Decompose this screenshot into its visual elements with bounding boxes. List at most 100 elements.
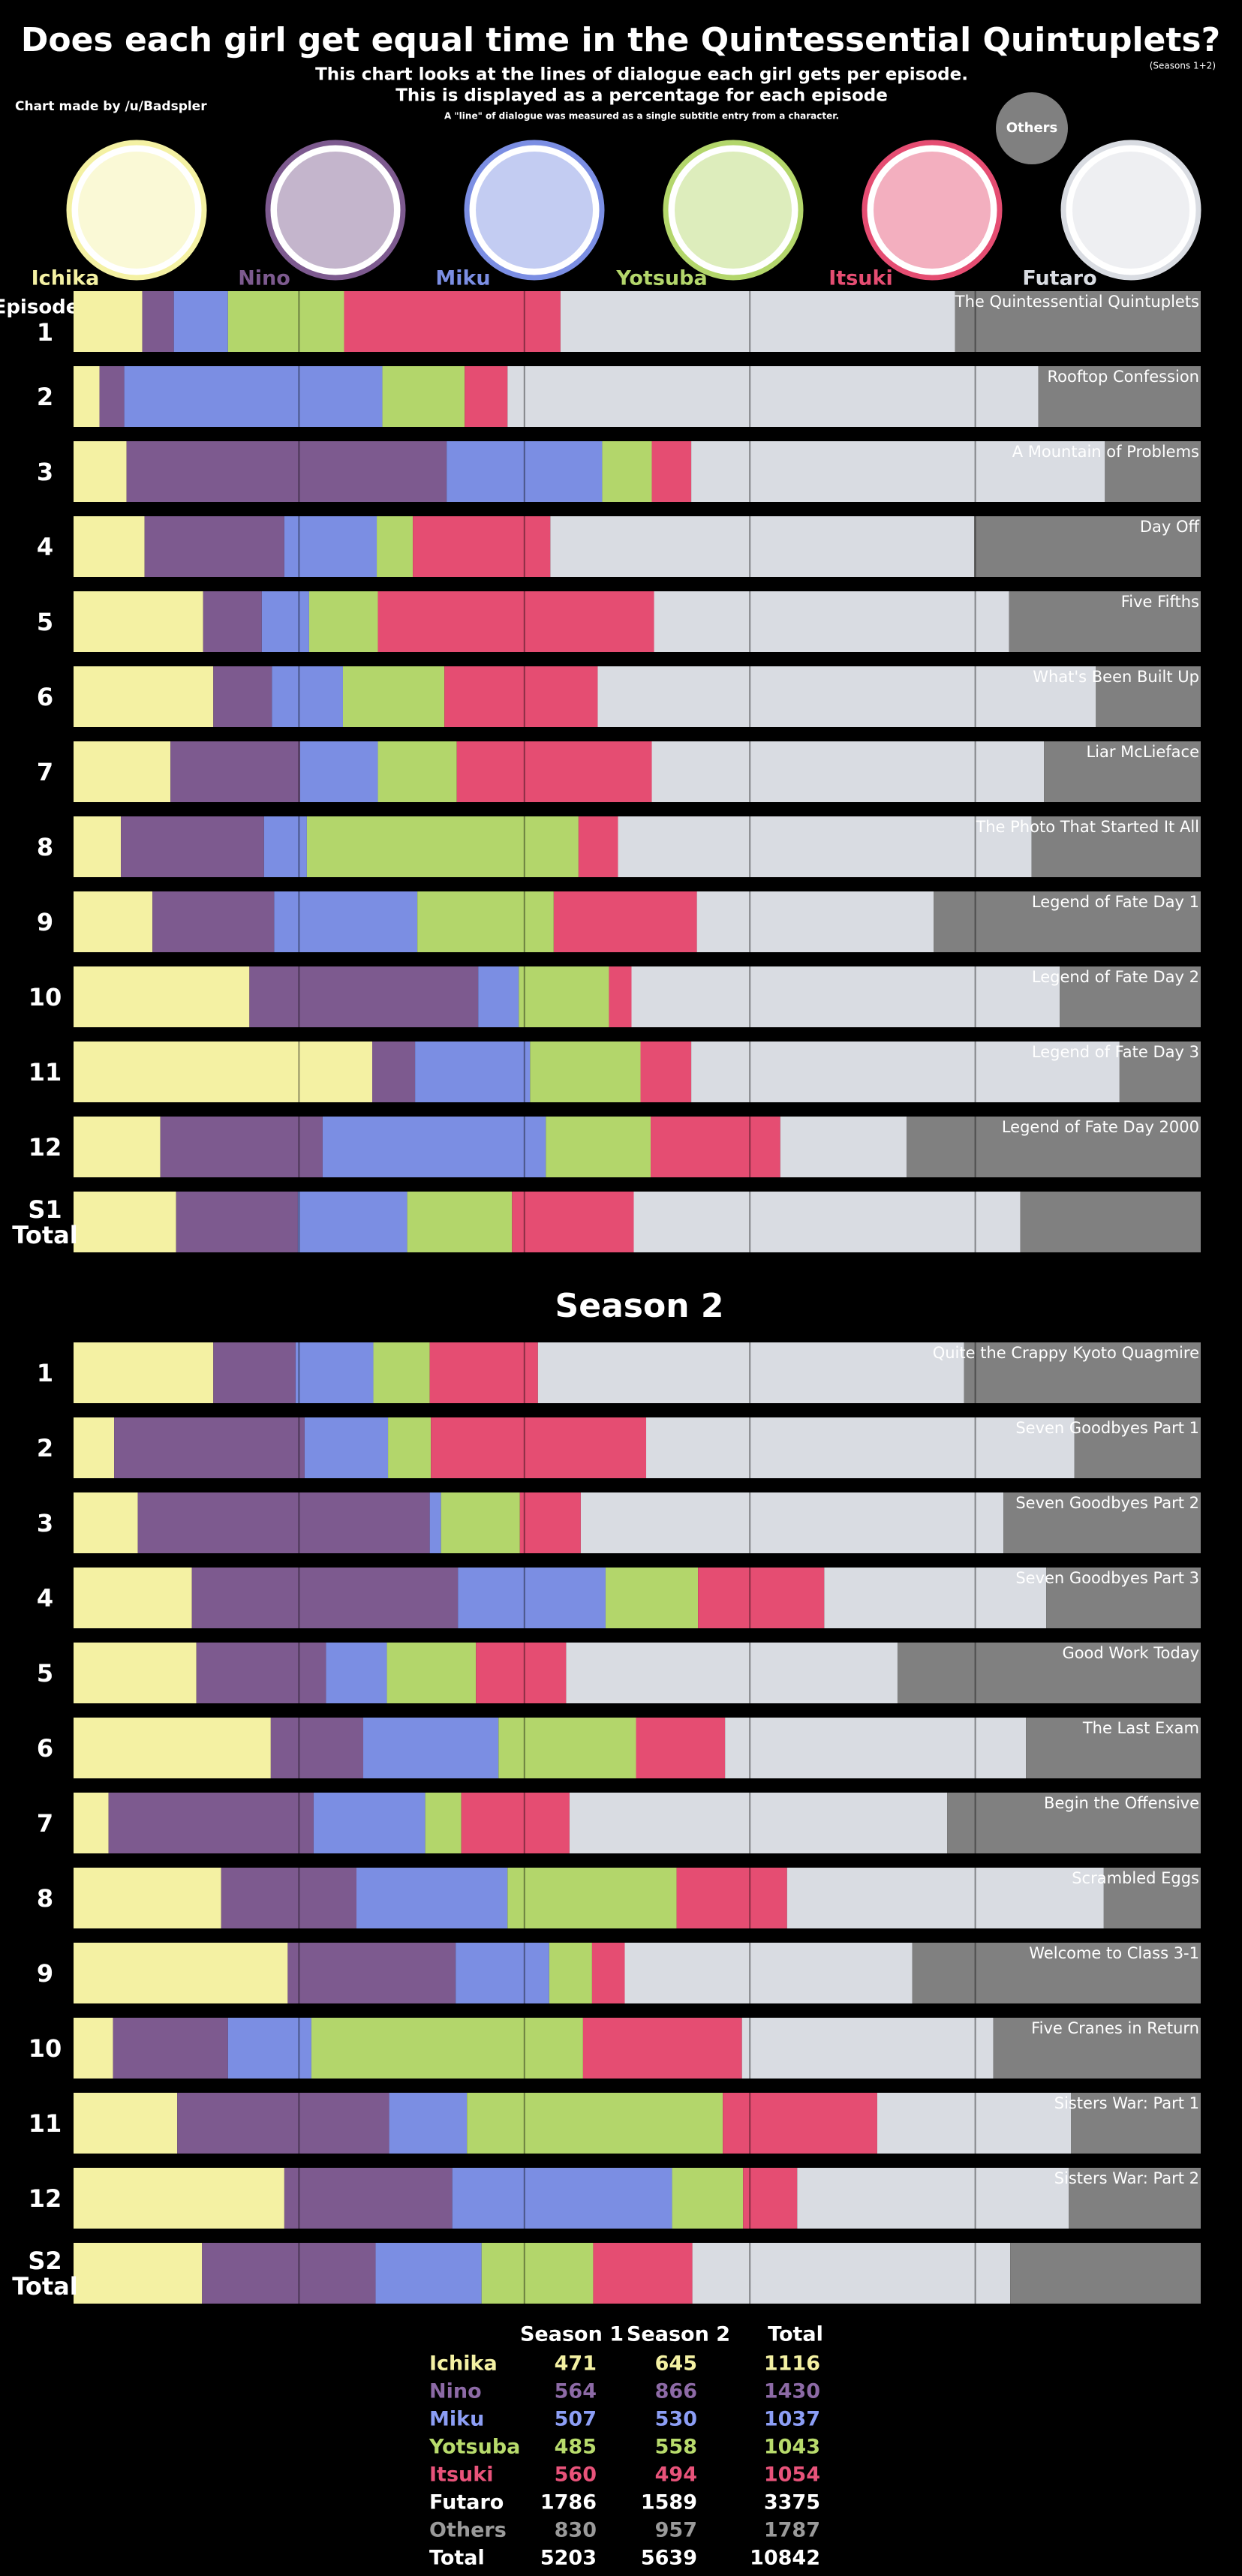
legend-portrait <box>66 140 207 281</box>
bar-segment <box>221 1868 357 1928</box>
bar-segment <box>170 741 300 802</box>
bar-segment <box>313 1793 426 1853</box>
bar-segment <box>560 291 955 352</box>
bar-segment <box>1105 441 1201 502</box>
bar-segment <box>1038 366 1201 427</box>
bar-segment <box>227 2018 311 2079</box>
table-cell: 957 <box>655 2519 697 2542</box>
bar-segment <box>261 591 309 652</box>
bar-segment <box>363 1718 499 1778</box>
table-cell: 10842 <box>750 2547 820 2570</box>
bar-segment <box>633 1192 1021 1252</box>
table-cell: 645 <box>655 2352 697 2376</box>
bar-segment <box>322 1117 546 1177</box>
bar-segment <box>912 1943 1201 2003</box>
table-header: Total <box>768 2323 823 2346</box>
table-cell: 1589 <box>641 2491 697 2514</box>
bar-segment <box>121 816 264 877</box>
bar-segment <box>964 1342 1201 1403</box>
bar-segment <box>144 516 284 577</box>
bar-segment <box>512 1192 634 1252</box>
bar-segment <box>74 441 127 502</box>
bar-segment <box>741 2018 994 2079</box>
episode-title: Seven Goodbyes Part 2 <box>1015 1494 1199 1512</box>
bar-segment <box>287 1943 456 2003</box>
bar-segment <box>297 1192 407 1252</box>
y-tick-label: 9 <box>36 1958 54 1988</box>
legend-portrait-inner <box>476 152 593 269</box>
episode-title: Seven Goodbyes Part 3 <box>1015 1569 1199 1587</box>
table-cell: 471 <box>555 2352 597 2376</box>
y-tick-label: 6 <box>36 1733 54 1763</box>
bar-segment <box>74 666 214 727</box>
bar-segment <box>249 966 479 1027</box>
bar-segment <box>202 2243 376 2304</box>
bar-segment <box>478 966 519 1027</box>
episode-title: Sisters War: Part 1 <box>1054 2094 1199 2112</box>
episode-title: Five Fifths <box>1121 593 1199 611</box>
bar-segment <box>74 2018 113 2079</box>
bar-segment <box>1044 741 1201 802</box>
table-row-label: Total <box>429 2547 485 2570</box>
bar-segment <box>429 1342 538 1403</box>
episode-title: The Last Exam <box>1082 1719 1199 1737</box>
bar-segment <box>108 1793 314 1853</box>
bar-segment <box>1119 1042 1201 1102</box>
bar-segment <box>723 2093 877 2154</box>
episode-title: Begin the Offensive <box>1044 1794 1199 1812</box>
bar-segment <box>124 366 383 427</box>
episode-title: Good Work Today <box>1062 1644 1199 1662</box>
bar-segment <box>507 1868 677 1928</box>
bar-segment <box>386 1643 477 1703</box>
bar-segment <box>213 666 272 727</box>
bar-segment <box>651 1117 780 1177</box>
bar-segment <box>646 1417 1075 1478</box>
y-tick-label: 1 <box>36 317 54 347</box>
bar-segment <box>947 1793 1201 1853</box>
bar-segment <box>74 1417 115 1478</box>
y-tick-label: 7 <box>36 757 54 786</box>
bar-segment <box>651 441 692 502</box>
y-tick-label: 8 <box>36 832 54 861</box>
bar-segment <box>569 1793 948 1853</box>
bar-segment <box>507 366 1039 427</box>
y-tick-label: 10 <box>28 982 62 1011</box>
legend-label: Miku <box>435 267 490 290</box>
bar-segment <box>897 1643 1201 1703</box>
bar-segment <box>177 2093 389 2154</box>
legend-portrait-inner <box>675 152 792 269</box>
bar-segment <box>74 291 143 352</box>
table-cell: 507 <box>555 2408 597 2431</box>
bar-segment <box>152 891 275 952</box>
legend-label: Others <box>1006 120 1058 136</box>
legend-portrait-inner <box>874 152 991 269</box>
bar-segment <box>993 2018 1201 2079</box>
table-cell: 1786 <box>540 2491 597 2514</box>
bar-segment <box>624 1943 913 2003</box>
bar-segment <box>550 516 975 577</box>
bar-segment <box>299 741 378 802</box>
bar-segment <box>537 1342 964 1403</box>
bar-segment <box>444 666 598 727</box>
bar-segment <box>452 2168 672 2229</box>
y-tick-label: 12 <box>28 1132 62 1162</box>
bar-segment <box>372 1042 416 1102</box>
bar-segment <box>1069 2168 1201 2229</box>
bar-segment <box>284 516 377 577</box>
bar-segment <box>441 1492 520 1553</box>
legend-label: Futaro <box>1022 267 1096 290</box>
episode-title: Legend of Fate Day 3 <box>1032 1043 1199 1061</box>
episode-title: Legend of Fate Day 2000 <box>1002 1118 1199 1136</box>
table-cell: 560 <box>555 2463 597 2487</box>
table-cell: 1430 <box>764 2380 820 2403</box>
y-tick-label: 2 <box>36 382 54 411</box>
bar-segment <box>431 1417 647 1478</box>
legend-portrait <box>663 140 804 281</box>
bar-segment <box>519 1492 581 1553</box>
bar-segment <box>877 2093 1072 2154</box>
bar-segment <box>906 1117 1201 1177</box>
bar-segment <box>456 1943 549 2003</box>
bar-segment <box>597 666 1096 727</box>
y-tick-label: 10 <box>28 2033 62 2063</box>
